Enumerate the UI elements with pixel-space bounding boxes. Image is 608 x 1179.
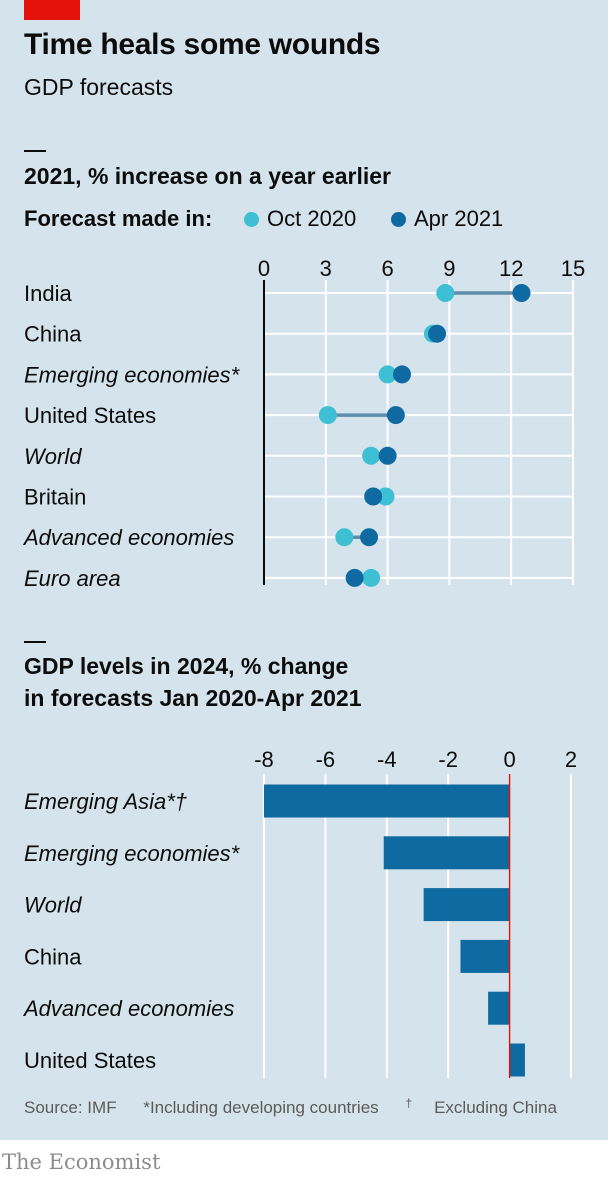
dot-x-tick-label: 9 xyxy=(443,256,455,281)
source-label: Source: IMF xyxy=(24,1098,117,1117)
dot-category-label-emerging-economies: Emerging economies* xyxy=(24,362,241,387)
bar-emerging-economies xyxy=(383,836,510,870)
dot-category-label-india: India xyxy=(24,281,72,306)
legend-oct2020: Oct 2020 xyxy=(244,206,356,232)
dot-x-tick-label: 3 xyxy=(320,256,332,281)
brand-red-tag xyxy=(24,0,80,20)
bar-category-label-advanced-economies: Advanced economies xyxy=(22,996,234,1021)
dot-oct2020-india xyxy=(436,284,455,302)
dot-apr2021-china xyxy=(428,324,447,343)
bar-emerging-asia xyxy=(264,784,510,818)
bar-advanced-economies xyxy=(488,991,510,1025)
chart-subtitle: GDP forecasts xyxy=(24,74,174,100)
dot-apr2021-euro-area xyxy=(345,568,364,587)
footnote-including: *Including developing countries xyxy=(143,1098,379,1117)
dot-oct2020-euro-area xyxy=(362,568,381,587)
dagger-mark: † xyxy=(405,1096,413,1110)
chart-title: Time heals some wounds xyxy=(24,28,381,61)
dot-category-label-world: World xyxy=(24,444,82,469)
dot-category-label-china: China xyxy=(24,322,82,347)
footnote-excluding: † Excluding China xyxy=(405,1096,579,1117)
dot-apr2021-advanced-economies xyxy=(360,528,379,547)
legend-label: Forecast made in: xyxy=(24,206,213,231)
dot-oct2020-advanced-economies xyxy=(335,528,354,547)
dot-category-label-united-states: United States xyxy=(24,403,156,428)
legend-apr2021-dot xyxy=(391,211,406,227)
dot-apr2021-world xyxy=(378,446,397,465)
economist-logo-text: The Economist xyxy=(2,1150,161,1174)
bar-chart-title-line-2: in forecasts Jan 2020-Apr 2021 xyxy=(24,685,362,711)
dot-oct2020-world xyxy=(362,446,381,465)
dot-x-tick-label: 12 xyxy=(499,256,523,281)
bar-x-tick-label: -2 xyxy=(438,747,458,772)
dot-x-tick-label: 15 xyxy=(561,256,585,281)
bar-x-tick-label: 2 xyxy=(565,747,577,772)
bar-chart-title-line-1: GDP levels in 2024, % change xyxy=(24,653,349,679)
legend-oct2020-label: Oct 2020 xyxy=(267,206,357,231)
dot-x-tick-label: 6 xyxy=(381,256,393,281)
bar-x-tick-label: -4 xyxy=(377,747,397,772)
dot-x-tick-label: 0 xyxy=(258,256,270,281)
legend-apr2021: Apr 2021 xyxy=(391,206,503,232)
dot-apr2021-emerging-economies xyxy=(393,365,412,384)
bar-category-label-emerging-economies: Emerging economies* xyxy=(24,841,241,866)
dot-category-label-euro-area: Euro area xyxy=(24,566,121,591)
section-rule-1 xyxy=(24,150,46,152)
dot-apr2021-india xyxy=(512,284,531,302)
dot-apr2021-united-states xyxy=(386,406,405,425)
bar-category-label-china: China xyxy=(24,944,82,969)
bar-chart-title: GDP levels in 2024, % change in forecast… xyxy=(24,650,362,714)
dot-oct2020-britain xyxy=(376,487,395,506)
source-notes: Source: IMF *Including developing countr… xyxy=(24,1096,601,1118)
dot-chart-title: 2021, % increase on a year earlier xyxy=(24,163,391,189)
dot-chart-svg: 0 3 6 9 12 15 India China Emerging economies* Uni… xyxy=(22,256,585,1078)
dot-category-label-advanced-economies: Advanced economies xyxy=(22,525,234,550)
section-rule-2 xyxy=(24,641,46,643)
bar-united-states xyxy=(509,1043,525,1077)
dot-category-label-britain: Britain xyxy=(24,485,86,510)
bar-x-tick-label: -6 xyxy=(316,747,336,772)
dot-oct2020-emerging-economies xyxy=(378,365,397,384)
bar-x-tick-label: -8 xyxy=(254,747,274,772)
bar-category-label-emerging-asia: Emerging Asia*† xyxy=(24,789,187,814)
legend-apr2021-label: Apr 2021 xyxy=(414,206,504,231)
footnote-excluding-text: Excluding China xyxy=(434,1098,557,1117)
bar-china xyxy=(460,939,510,973)
bar-world xyxy=(423,888,510,922)
dot-oct2020-united-states xyxy=(318,406,337,425)
bar-x-tick-label: 0 xyxy=(503,747,515,772)
bar-category-label-world: World xyxy=(24,893,82,918)
legend-oct2020-dot xyxy=(244,211,259,227)
bar-category-label-united-states: United States xyxy=(24,1048,156,1073)
dot-apr2021-britain xyxy=(364,487,383,506)
